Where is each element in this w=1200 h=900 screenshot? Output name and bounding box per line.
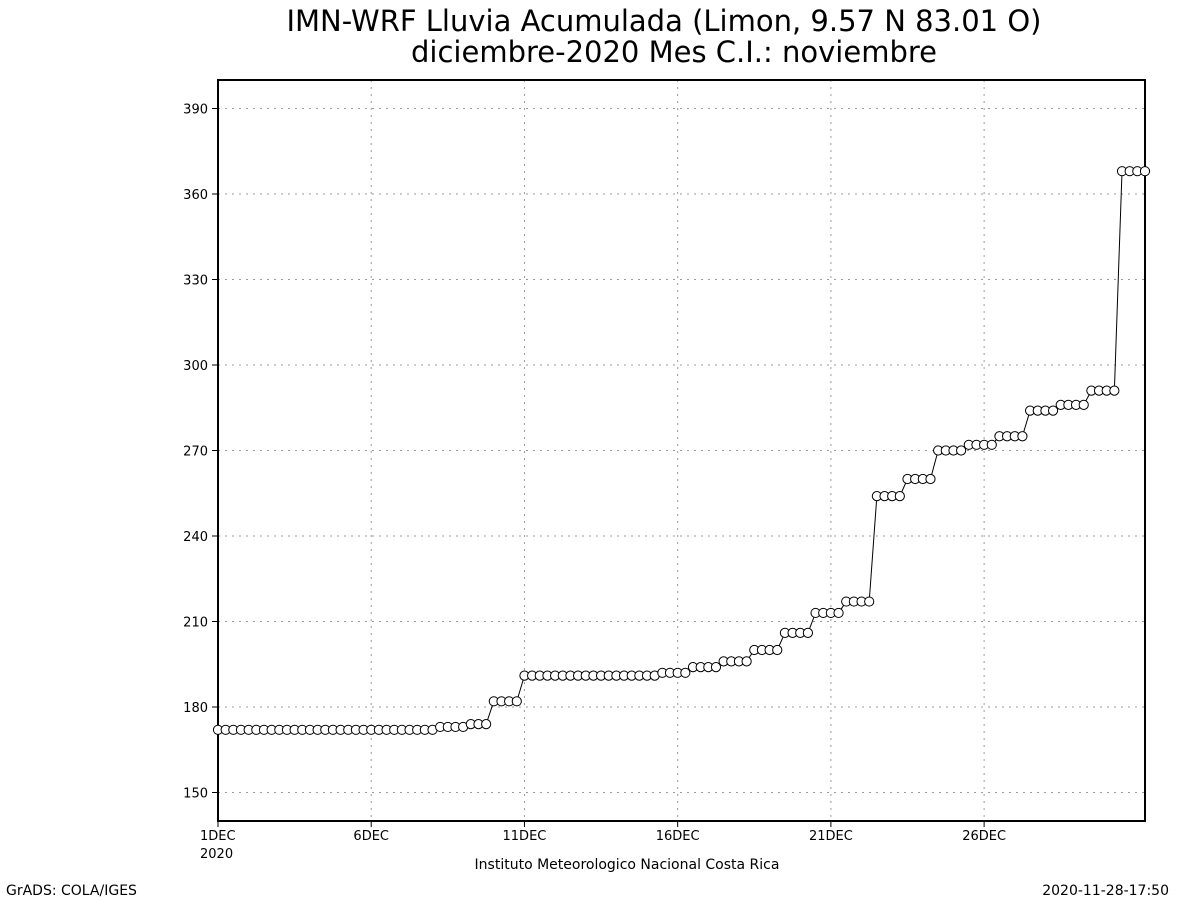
series-points <box>212 166 1151 735</box>
y-tick-label: 240 <box>183 530 208 545</box>
x-tick-label: 11DEC <box>503 829 547 844</box>
data-point <box>1139 166 1151 177</box>
y-tick-label: 330 <box>183 274 208 289</box>
data-point <box>956 445 967 456</box>
y-tick-label: 210 <box>183 616 208 631</box>
data-point <box>710 662 722 673</box>
data-point <box>925 473 936 485</box>
chart-title: IMN-WRF Lluvia Acumulada (Limon, 9.57 N … <box>286 4 1041 38</box>
data-point <box>511 696 522 707</box>
data-point <box>894 491 905 502</box>
data-point <box>1047 405 1059 416</box>
y-tick-label: 390 <box>183 103 208 118</box>
x-tick-label: 6DEC <box>353 829 389 844</box>
data-point <box>1078 399 1089 410</box>
y-tick-label: 150 <box>183 787 208 802</box>
y-tick-label: 180 <box>183 701 208 716</box>
data-point <box>986 439 997 450</box>
y-tick-label: 300 <box>183 359 208 374</box>
data-point <box>741 656 752 667</box>
plot-frame <box>217 79 1146 822</box>
x-axis-label: Instituto Meteorologico Nacional Costa R… <box>475 857 780 873</box>
data-point <box>833 607 844 619</box>
x-tick-label: 1DEC <box>200 829 236 844</box>
data-point <box>1109 385 1120 396</box>
data-point <box>772 644 783 656</box>
data-point <box>1017 431 1028 442</box>
data-point <box>481 719 492 730</box>
data-point <box>680 667 691 678</box>
chart-subtitle: diciembre-2020 Mes C.I.: noviembre <box>411 35 937 69</box>
x-year-label: 2020 <box>200 847 233 862</box>
x-tick-label: 21DEC <box>809 829 853 844</box>
y-tick-label: 270 <box>183 445 208 460</box>
grid <box>218 80 1145 821</box>
y-axis: 150 180 210 240 270 300 330 360 390 <box>183 103 218 802</box>
data-point <box>864 596 875 607</box>
footer-left: GrADS: COLA/IGES <box>6 883 137 899</box>
x-axis: 1DEC 6DEC 11DEC 16DEC 21DEC 26DEC <box>200 821 1006 844</box>
y-tick-label: 360 <box>183 188 208 203</box>
footer-right: 2020-11-28-17:50 <box>1042 883 1169 899</box>
x-tick-label: 26DEC <box>962 829 1006 844</box>
x-tick-label: 16DEC <box>656 829 700 844</box>
data-point <box>802 627 814 639</box>
